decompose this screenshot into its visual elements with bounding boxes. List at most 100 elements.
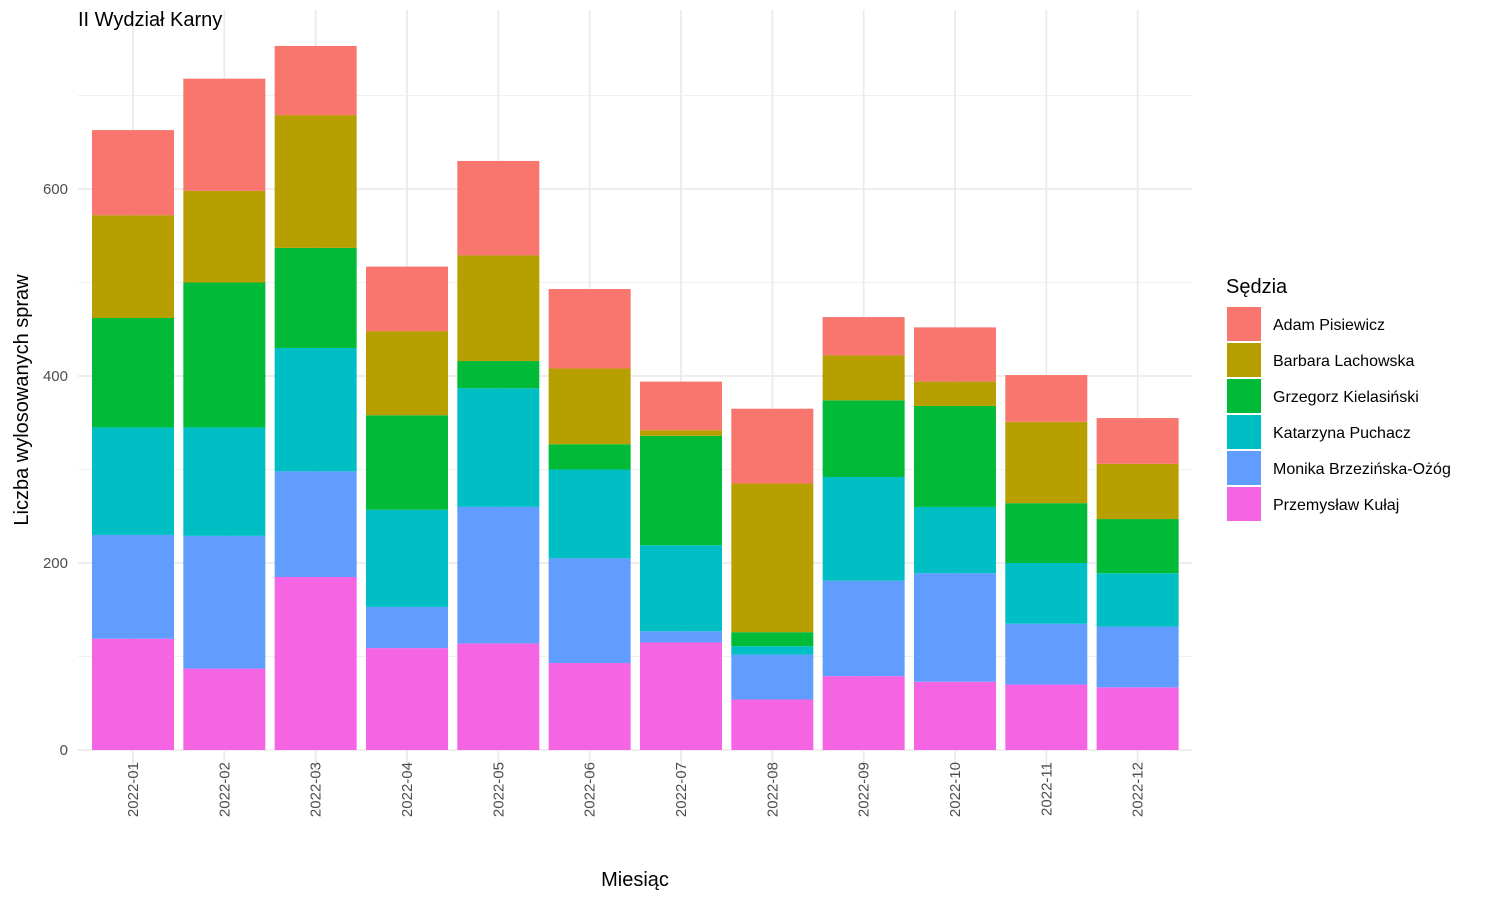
y-tick-label: 200 [43,555,68,572]
x-tick-label: 2022-04 [399,762,416,817]
legend-label: Grzegorz Kielasiński [1273,389,1419,406]
bar-segment [457,643,540,750]
bar-segment [639,430,722,436]
bar-segment [639,381,722,431]
bar-segment [822,355,905,401]
bar-segment [1005,503,1088,563]
x-tick-label: 2022-11 [1038,762,1055,816]
bar-segment [1005,375,1088,422]
bar-segment [365,331,448,416]
bar-segment [92,318,174,428]
bar-segment [548,289,631,369]
bar-segment [639,642,722,750]
bar-segment [822,400,905,477]
bar-segment [548,558,631,664]
bar-segment [183,78,266,191]
bars-layer [92,45,1179,750]
bar-segment [183,282,266,428]
axis-layer: 0 200 400 600 2022-01 2022-02 2022-03 2022-04 20… [43,181,1147,817]
legend-swatch [1227,487,1261,521]
legend-swatch [1227,343,1261,377]
bar-segment [731,646,814,655]
bar-segment [1096,687,1179,750]
bar-segment [1096,573,1179,627]
bar-segment [548,469,631,559]
bar-segment [92,638,174,750]
chart-title: II Wydział Karny [78,9,222,31]
bar-segment [822,580,905,677]
bar-segment [822,476,905,581]
bar-segment [274,577,357,750]
legend-title: Sędzia [1226,276,1288,298]
bar-segment [822,676,905,750]
bar-segment [548,368,631,445]
y-tick-label: 600 [43,181,68,198]
bar-segment [365,415,448,510]
bar-segment [457,361,540,389]
bar-segment [92,215,174,319]
bar-segment [92,534,174,639]
x-tick-label: 2022-02 [216,762,233,817]
x-tick-label: 2022-07 [673,762,690,817]
bar-segment [731,632,814,647]
bar-segment [1096,418,1179,464]
bar-segment [183,190,266,283]
bar-segment [548,663,631,750]
bar-segment [274,247,357,348]
bar-segment [731,408,814,484]
bar-segment [92,427,174,535]
legend-label: Adam Pisiewicz [1273,317,1385,334]
bar-segment [274,115,357,248]
legend-swatch [1227,415,1261,449]
x-tick-label: 2022-01 [125,762,142,817]
bar-segment [1096,519,1179,574]
bar-segment [913,405,996,507]
bar-segment [183,427,266,536]
x-tick-label: 2022-05 [490,762,507,817]
bar-segment [731,483,814,633]
legend-label: Monika Brzezińska-Ożóg [1273,461,1451,478]
bar-segment [457,255,540,362]
bar-segment [365,606,448,649]
bar-segment [183,668,266,750]
bar-segment [1005,684,1088,750]
bar-segment [731,654,814,700]
bar-segment [1005,563,1088,624]
y-tick-label: 400 [43,368,68,385]
bar-segment [183,535,266,669]
bar-segment [913,327,996,382]
bar-segment [274,471,357,578]
bar-segment [1005,623,1088,685]
bar-segment [365,266,448,332]
x-tick-label: 2022-08 [764,762,781,817]
bar-segment [1005,421,1088,504]
bar-segment [274,347,357,472]
bar-segment [457,506,540,644]
bar-segment [913,573,996,682]
x-tick-label: 2022-06 [582,762,599,817]
bar-segment [365,509,448,607]
x-tick-label: 2022-10 [947,762,964,817]
x-tick-label: 2022-03 [308,762,325,817]
x-axis-title: Miesiąc [601,869,669,891]
legend-label: Barbara Lachowska [1273,353,1415,370]
legend-swatch [1227,451,1261,485]
y-tick-label: 0 [60,742,68,759]
bar-segment [822,317,905,356]
bar-segment [913,506,996,574]
bar-segment [92,130,174,216]
bar-segment [639,435,722,546]
bar-segment [365,648,448,750]
y-axis-title: Liczba wylosowanych spraw [11,274,33,526]
legend-swatch [1227,379,1261,413]
bar-segment [457,388,540,507]
bar-segment [457,160,540,256]
bar-segment [639,545,722,632]
legend: Sędzia Adam Pisiewicz Barbara Lachowska Gr… [1226,276,1451,521]
x-tick-label: 2022-12 [1130,762,1147,817]
bar-segment [639,631,722,643]
bar-segment [1096,626,1179,688]
x-tick-label: 2022-09 [856,762,873,817]
bar-segment [548,444,631,470]
